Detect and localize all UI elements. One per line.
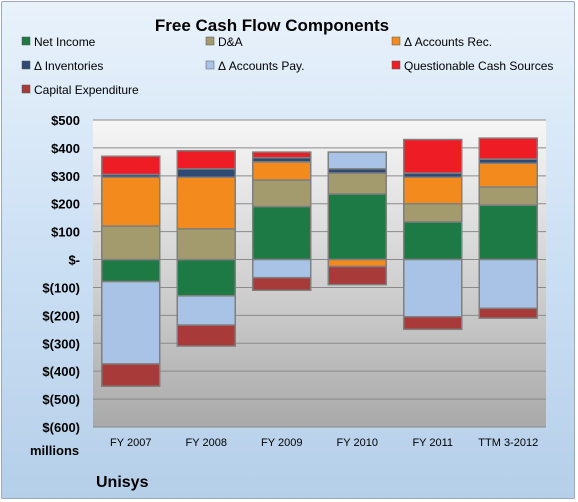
bar-d-a-fy-2011 <box>403 202 463 223</box>
unit-label: millions <box>30 443 79 458</box>
bar-net-income-fy-2010 <box>327 193 387 261</box>
chart-title: Free Cash Flow Components <box>155 16 389 35</box>
bar-net-income-ttm-3-2012 <box>478 204 538 261</box>
bar-questionable-cash-sources-fy-2009 <box>252 151 312 159</box>
y-tick-label: $(600) <box>42 420 80 435</box>
bar-net-income-fy-2008 <box>176 258 236 297</box>
bar-accounts-pay-fy-2008 <box>176 295 236 326</box>
bar-accounts-pay-fy-2009 <box>252 258 312 279</box>
gridlines <box>93 119 546 428</box>
bars <box>101 137 538 388</box>
bar-stack-fy-2007 <box>101 155 161 388</box>
bar-stack-fy-2009 <box>252 151 312 291</box>
legend-label: Δ Inventories <box>34 59 103 73</box>
bar-capital-expenditure-fy-2011 <box>403 316 463 331</box>
legend-swatch <box>205 60 215 70</box>
bar-d-a-fy-2010 <box>327 172 387 195</box>
x-tick-label: FY 2010 <box>337 437 378 449</box>
bar-stack-fy-2010 <box>327 151 387 286</box>
legend-item-questionable-cash-sources: Questionable Cash Sources <box>391 59 553 73</box>
legend-swatch <box>21 84 31 94</box>
bar-d-a-fy-2007 <box>101 225 161 261</box>
y-tick-label: $100 <box>51 225 80 240</box>
legend-item-net-income: Net Income <box>21 35 96 49</box>
x-tick-label: FY 2009 <box>261 437 302 449</box>
legend-label: D&A <box>218 35 243 49</box>
y-tick-label: $(400) <box>42 364 80 379</box>
bar-accounts-rec-fy-2011 <box>403 176 463 205</box>
bar-accounts-rec-fy-2007 <box>101 176 161 227</box>
legend-swatch <box>391 36 401 46</box>
legend-label: Net Income <box>34 35 96 49</box>
y-tick-label: $200 <box>51 197 80 212</box>
legend-item-accounts-rec: Δ Accounts Rec. <box>391 35 492 49</box>
bar-capital-expenditure-ttm-3-2012 <box>478 307 538 319</box>
y-tick-label: $(300) <box>42 336 80 351</box>
bar-accounts-rec-fy-2009 <box>252 161 312 181</box>
bar-accounts-pay-fy-2010 <box>327 151 387 170</box>
legend-swatch <box>21 36 31 46</box>
legend-item-inventories: Δ Inventories <box>21 59 103 73</box>
x-tick-label: FY 2007 <box>110 437 151 449</box>
y-tick-label: $400 <box>51 141 80 156</box>
bar-accounts-rec-fy-2010 <box>327 258 387 268</box>
bar-stack-ttm-3-2012 <box>478 137 538 319</box>
y-tick-label: $- <box>68 253 80 268</box>
y-tick-label: $(200) <box>42 308 80 323</box>
plot-area <box>93 120 546 427</box>
bar-capital-expenditure-fy-2008 <box>176 324 236 347</box>
bar-capital-expenditure-fy-2009 <box>252 276 312 291</box>
legend-label: Questionable Cash Sources <box>404 59 553 73</box>
legend-label: Capital Expenditure <box>34 83 139 97</box>
bar-d-a-fy-2009 <box>252 179 312 208</box>
legend-item-d-a: D&A <box>205 35 243 49</box>
bar-inventories-fy-2008 <box>176 168 236 178</box>
y-tick-label: $300 <box>51 169 80 184</box>
bar-accounts-pay-fy-2007 <box>101 280 161 365</box>
bar-net-income-fy-2007 <box>101 258 161 283</box>
legend-swatch <box>205 36 215 46</box>
bar-questionable-cash-sources-fy-2011 <box>403 138 463 174</box>
bar-d-a-ttm-3-2012 <box>478 186 538 206</box>
y-tick-label: $500 <box>51 113 80 128</box>
bar-questionable-cash-sources-fy-2008 <box>176 149 236 170</box>
legend: Net Income D&A Δ Accounts Rec. Δ Inventorie… <box>21 35 553 97</box>
legend-item-accounts-pay: Δ Accounts Pay. <box>205 59 305 73</box>
bar-stack-fy-2008 <box>176 149 236 347</box>
bar-questionable-cash-sources-ttm-3-2012 <box>478 137 538 160</box>
bar-capital-expenditure-fy-2007 <box>101 363 161 388</box>
bar-stack-fy-2011 <box>403 138 463 331</box>
legend-item-capital-expenditure: Capital Expenditure <box>21 83 139 97</box>
legend-label: Δ Accounts Rec. <box>404 35 492 49</box>
bar-accounts-rec-fy-2008 <box>176 176 236 230</box>
bar-d-a-fy-2008 <box>176 228 236 261</box>
x-axis: FY 2007 FY 2008 FY 2009 FY 2010 FY 2011 TTM 3… <box>110 437 538 449</box>
legend-swatch <box>391 60 401 70</box>
bar-accounts-pay-fy-2011 <box>403 258 463 318</box>
bar-capital-expenditure-fy-2010 <box>327 265 387 286</box>
x-tick-label: TTM 3-2012 <box>478 437 538 449</box>
legend-swatch <box>21 60 31 70</box>
bar-accounts-rec-ttm-3-2012 <box>478 162 538 188</box>
bar-accounts-pay-ttm-3-2012 <box>478 258 538 310</box>
bar-net-income-fy-2009 <box>252 205 312 261</box>
brand-label: Unisys <box>96 474 149 491</box>
bar-questionable-cash-sources-fy-2007 <box>101 155 161 176</box>
x-tick-label: FY 2011 <box>412 437 453 449</box>
y-tick-label: $(500) <box>42 392 80 407</box>
legend-label: Δ Accounts Pay. <box>218 59 305 73</box>
y-axis: $500 $400 $300 $200 $100 $- $(100) $(200) $(300)… <box>42 113 80 435</box>
y-tick-label: $(100) <box>42 280 80 295</box>
bar-net-income-fy-2011 <box>403 221 463 261</box>
x-tick-label: FY 2008 <box>186 437 227 449</box>
